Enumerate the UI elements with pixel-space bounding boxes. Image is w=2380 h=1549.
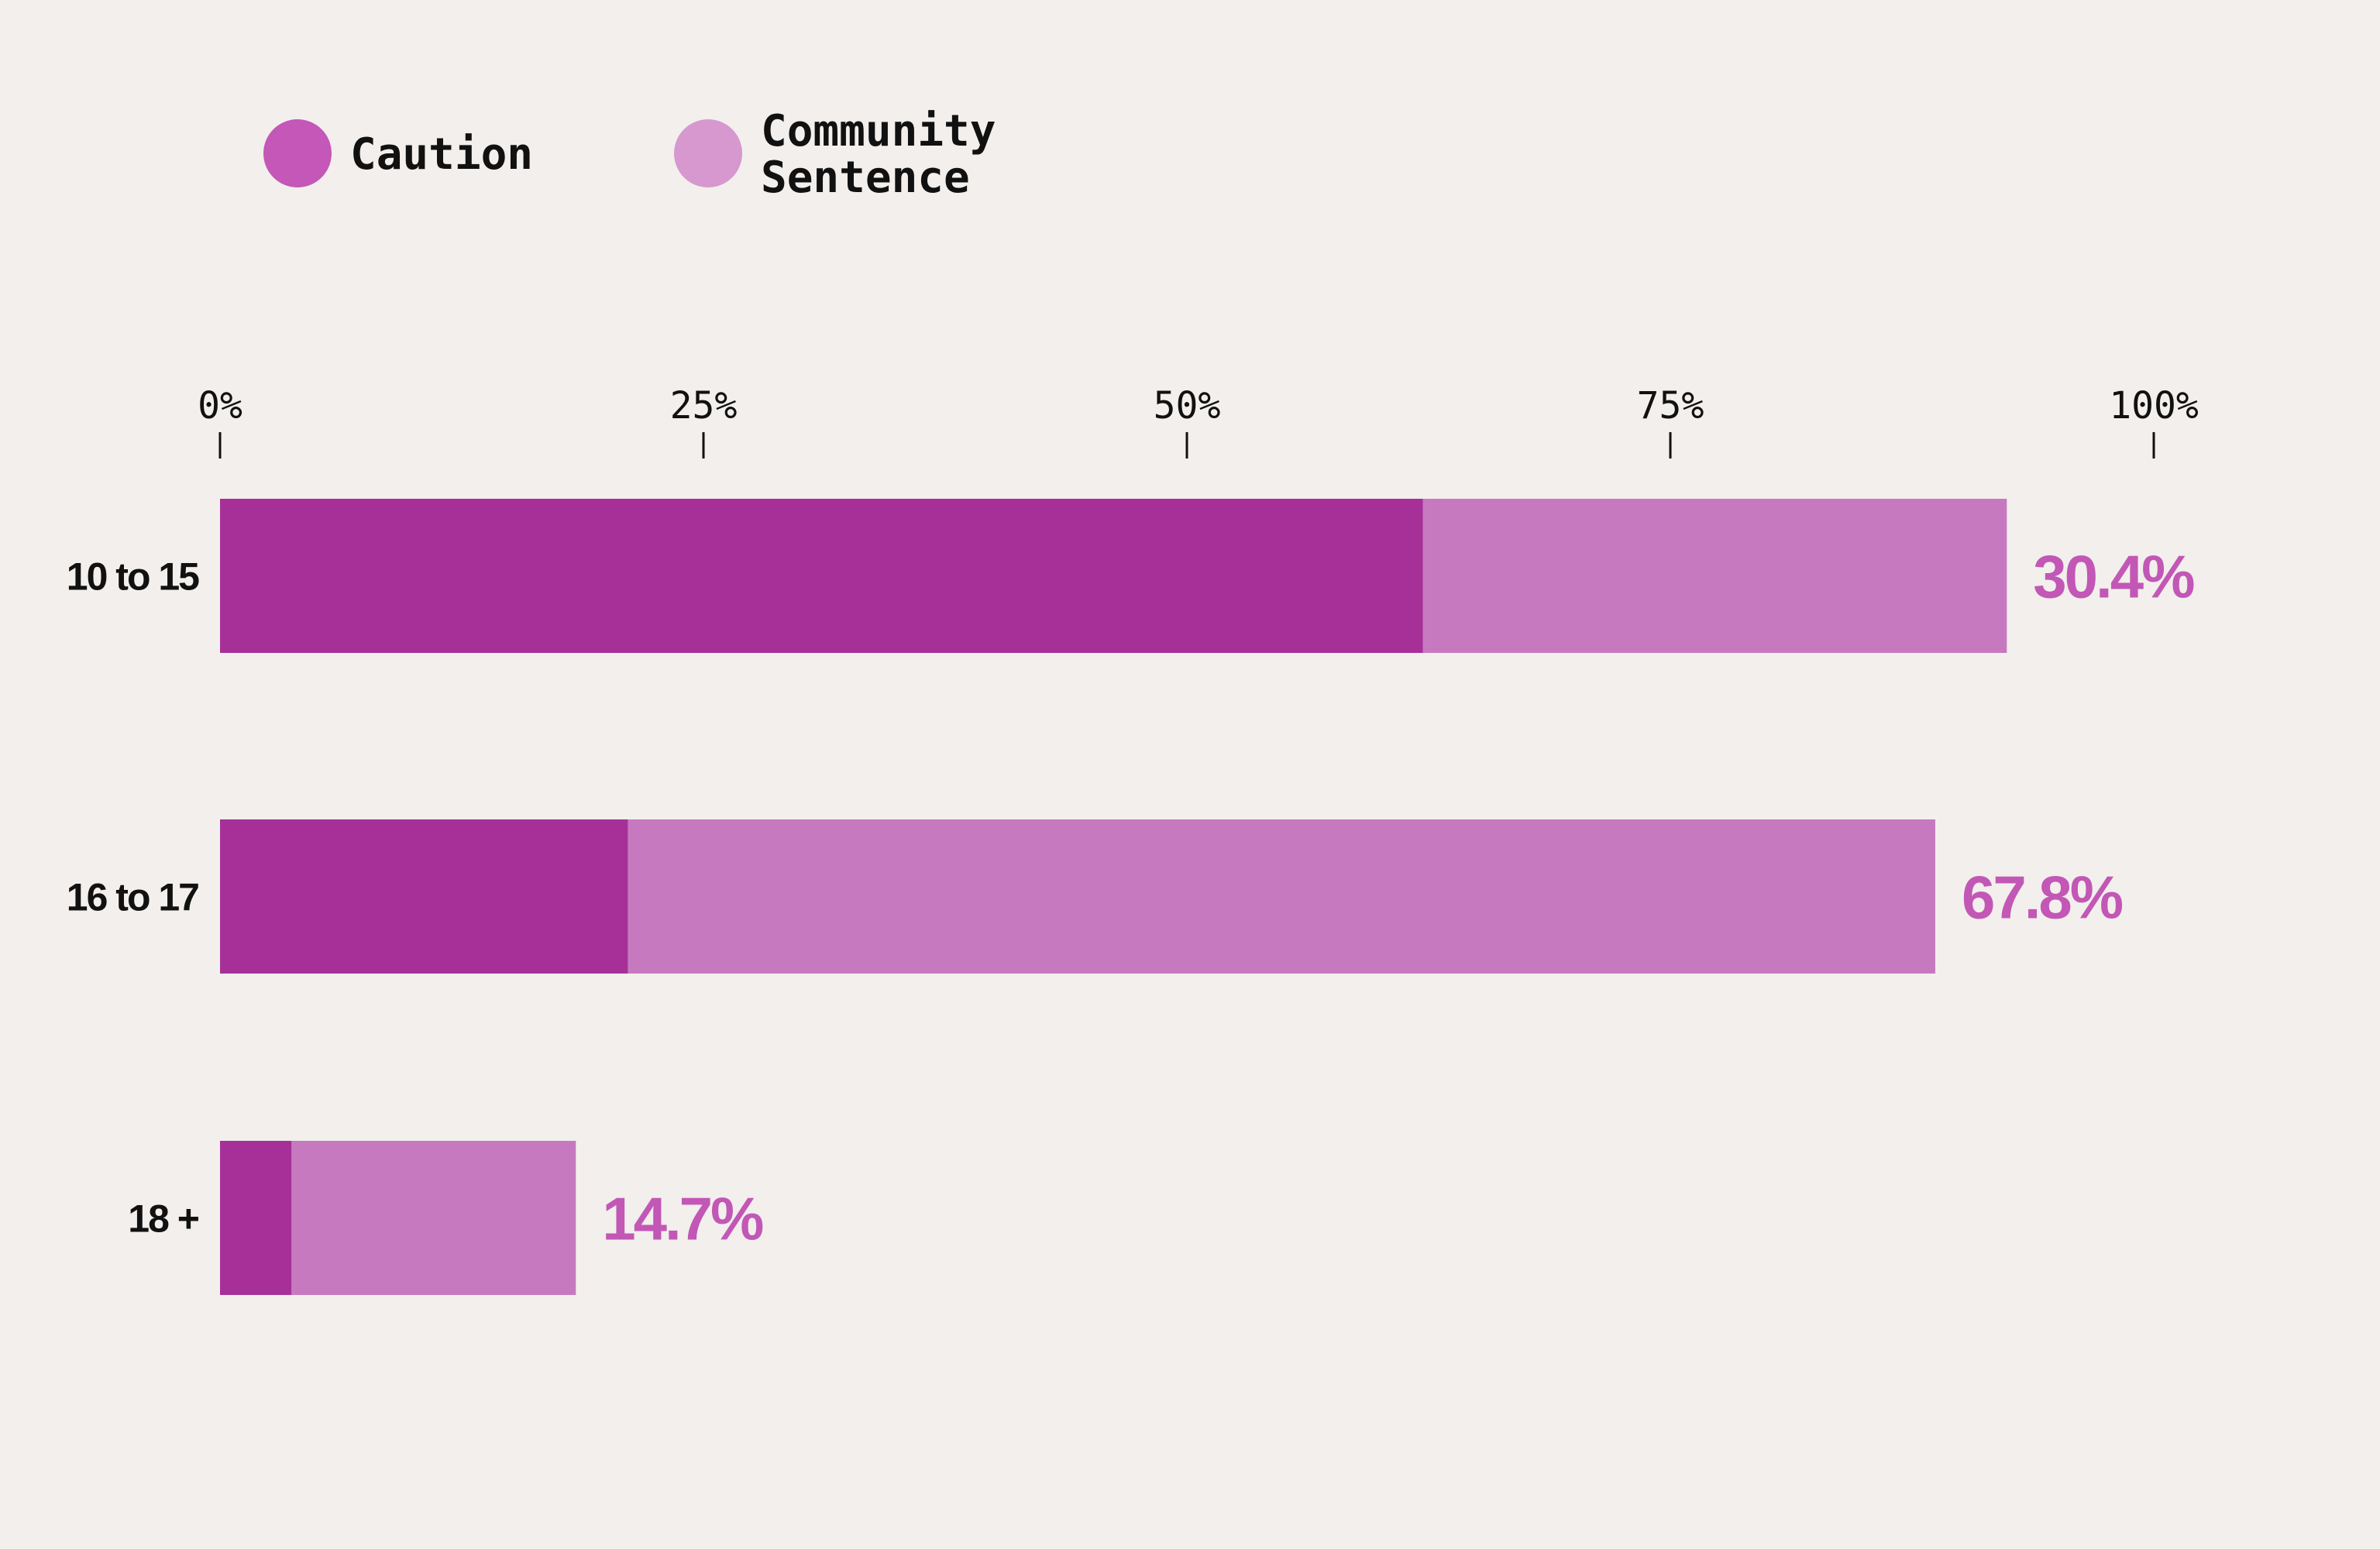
- value-label-0: 30.4%: [2033, 543, 2194, 611]
- bar-caution-2: [220, 1141, 292, 1295]
- bar-community-0: [1422, 499, 2007, 653]
- x-tick-label-0: 0%: [198, 384, 242, 428]
- category-label-1: 16 to 17: [67, 876, 198, 919]
- bar-group-0: 10 to 15 30.4%: [67, 499, 2196, 653]
- x-axis: 0% 25% 50% 75% 100%: [198, 384, 2199, 459]
- category-label-2: 18 +: [128, 1197, 199, 1241]
- legend-label-1-0: Community: [761, 106, 996, 156]
- bars: 10 to 15 30.4% 16 to 17 67.8% 18 + 14.7%: [67, 499, 2196, 1295]
- bar-group-1: 16 to 17 67.8%: [67, 819, 2125, 974]
- bar-community-2: [291, 1141, 576, 1295]
- legend-label-0-0: Caution: [350, 129, 533, 180]
- legend-swatch-0: [263, 119, 332, 187]
- legend-swatch-1: [674, 119, 742, 187]
- value-label-1: 67.8%: [1962, 864, 2123, 932]
- bar-caution-0: [220, 499, 1423, 653]
- bar-caution-1: [220, 819, 628, 974]
- x-tick-label-1: 25%: [670, 384, 738, 428]
- legend-item-0: Caution: [263, 119, 533, 187]
- x-tick-label-4: 100%: [2109, 384, 2199, 428]
- bar-group-2: 18 + 14.7%: [128, 1141, 765, 1295]
- category-label-0: 10 to 15: [67, 555, 199, 599]
- x-tick-label-2: 50%: [1154, 384, 1221, 428]
- legend-label-1-1: Sentence: [761, 153, 970, 203]
- x-tick-label-3: 75%: [1637, 384, 1704, 428]
- value-label-2: 14.7%: [602, 1185, 763, 1253]
- bar-community-1: [628, 819, 1935, 974]
